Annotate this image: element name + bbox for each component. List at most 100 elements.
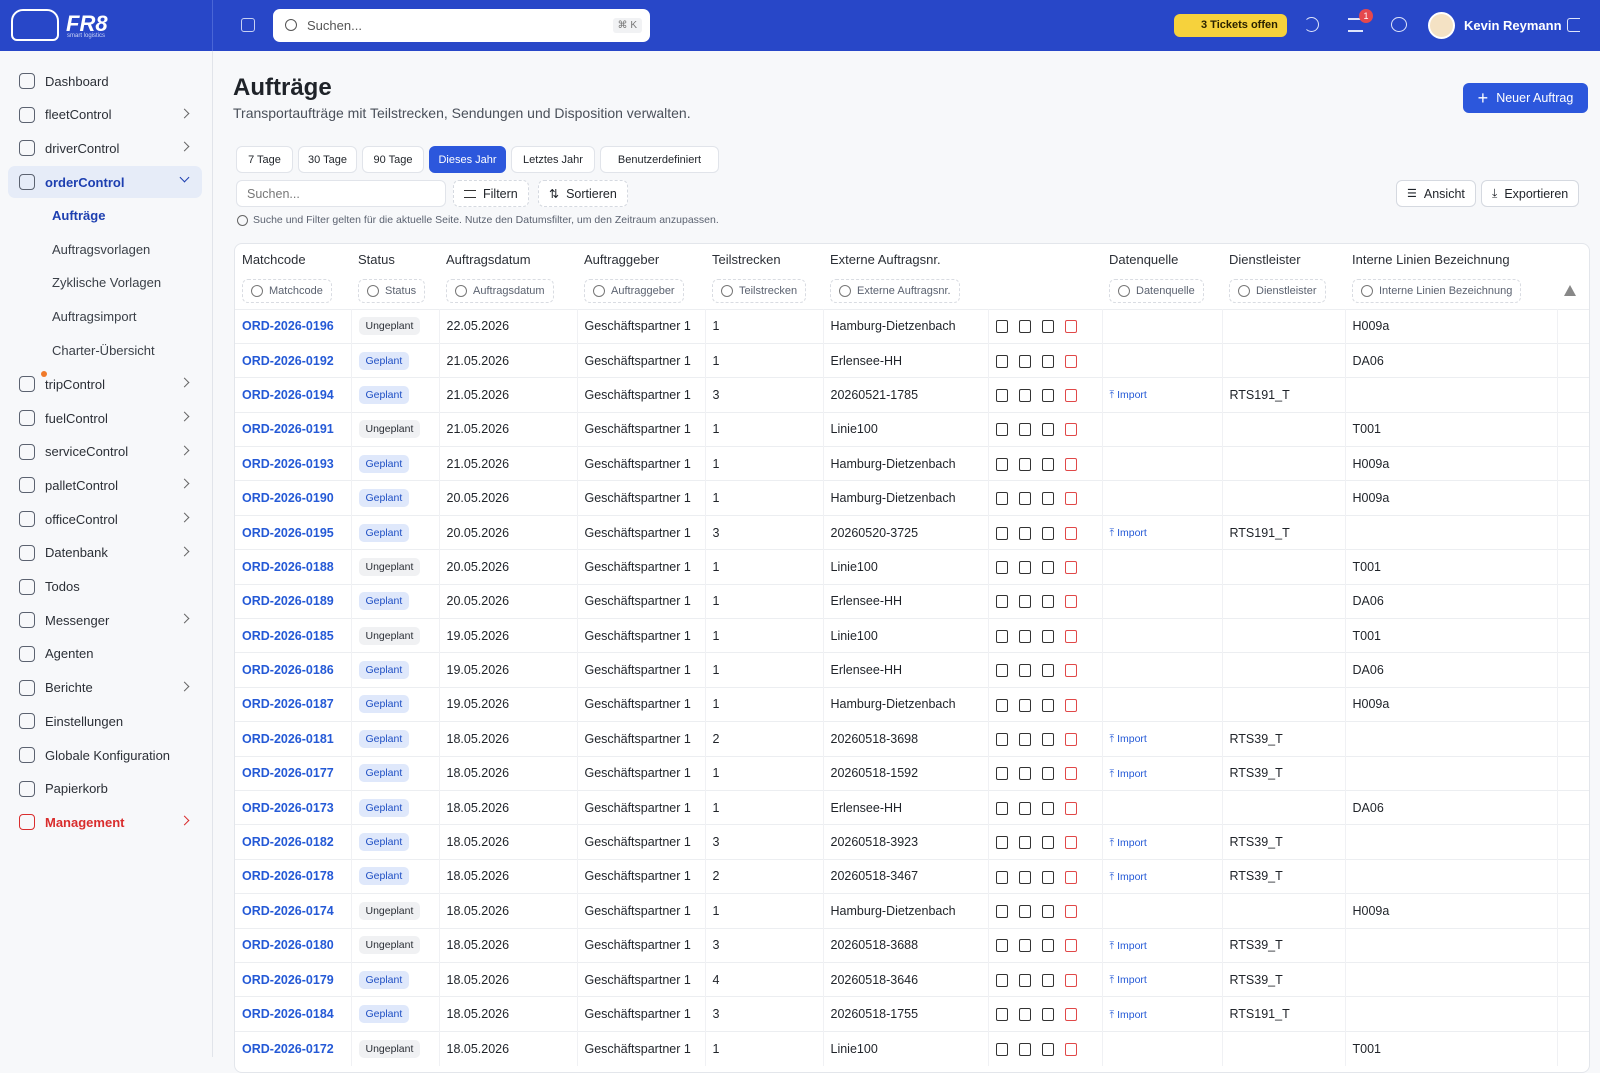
order-link[interactable]: ORD-2026-0192 [242,353,334,368]
nav-item[interactable]: Datenbank [8,537,202,569]
copy-action[interactable] [1018,939,1031,953]
nav-item[interactable]: Agenten [8,638,202,670]
nav-item[interactable]: Einstellungen [8,705,202,737]
document-action[interactable] [1041,664,1054,678]
delete-action[interactable] [1064,354,1077,368]
document-action[interactable] [1041,423,1054,437]
order-link[interactable]: ORD-2026-0173 [242,800,334,815]
subnav-item[interactable]: Auftragsvorlagen [52,241,151,257]
delete-action[interactable] [1064,320,1077,334]
order-link[interactable]: ORD-2026-0177 [242,766,334,781]
order-link[interactable]: ORD-2026-0185 [242,628,334,643]
document-action[interactable] [1041,801,1054,815]
edit-action[interactable] [995,629,1008,643]
nav-item[interactable]: Management [8,806,202,838]
copy-action[interactable] [1018,354,1031,368]
subnav-item[interactable]: Auftragsimport [52,308,137,324]
nav-item[interactable]: officeControl [8,503,202,535]
document-action[interactable] [1041,320,1054,334]
copy-action[interactable] [1018,423,1031,437]
date-range-button[interactable]: 30 Tage [298,146,357,173]
copy-action[interactable] [1018,870,1031,884]
column-filter[interactable]: Matchcode [242,279,332,304]
copy-action[interactable] [1018,698,1031,712]
edit-action[interactable] [995,492,1008,506]
document-action[interactable] [1041,939,1054,953]
copy-action[interactable] [1018,1008,1031,1022]
nav-item[interactable]: palletControl [8,469,202,501]
tasks-icon[interactable] [1348,18,1363,32]
document-action[interactable] [1041,629,1054,643]
edit-action[interactable] [995,767,1008,781]
export-button[interactable]: ⤓ Exportieren [1481,180,1580,207]
delete-action[interactable] [1064,561,1077,575]
copy-action[interactable] [1018,836,1031,850]
document-action[interactable] [1041,973,1054,987]
copy-action[interactable] [1018,561,1031,575]
delete-action[interactable] [1064,492,1077,506]
order-link[interactable]: ORD-2026-0188 [242,559,334,574]
delete-action[interactable] [1064,389,1077,403]
copy-action[interactable] [1018,904,1031,918]
edit-action[interactable] [995,801,1008,815]
delete-action[interactable] [1064,870,1077,884]
column-filter[interactable]: Dienstleister [1229,279,1326,304]
data-source[interactable]: Import [1117,870,1147,883]
logout[interactable] [1567,18,1580,32]
delete-action[interactable] [1064,664,1077,678]
delete-action[interactable] [1064,629,1077,643]
edit-action[interactable] [995,904,1008,918]
column-filter[interactable]: Auftraggeber [584,279,684,304]
delete-action[interactable] [1064,767,1077,781]
copy-action[interactable] [1018,801,1031,815]
subnav-item[interactable]: Charter-Übersicht [52,342,155,358]
delete-action[interactable] [1064,595,1077,609]
copy-action[interactable] [1018,526,1031,540]
document-action[interactable] [1041,1042,1054,1056]
order-link[interactable]: ORD-2026-0196 [242,319,334,334]
edit-action[interactable] [995,732,1008,746]
edit-action[interactable] [995,973,1008,987]
copy-action[interactable] [1018,457,1031,471]
date-range-button[interactable]: Benutzerdefiniert [600,146,719,173]
nav-item[interactable]: fleetControl [8,99,202,131]
data-source[interactable]: Import [1117,974,1147,987]
order-link[interactable]: ORD-2026-0194 [242,387,334,402]
order-link[interactable]: ORD-2026-0189 [242,594,334,609]
order-link[interactable]: ORD-2026-0191 [242,422,334,437]
order-link[interactable]: ORD-2026-0184 [242,1007,334,1021]
date-range-button[interactable]: Letztes Jahr [511,146,595,173]
subnav-item[interactable]: Aufträge [52,207,106,223]
order-link[interactable]: ORD-2026-0182 [242,835,334,850]
column-filter[interactable]: Auftragsdatum [446,279,554,304]
copy-action[interactable] [1018,320,1031,334]
copy-action[interactable] [1018,629,1031,643]
delete-action[interactable] [1064,698,1077,712]
document-action[interactable] [1041,595,1054,609]
edit-action[interactable] [995,354,1008,368]
delete-action[interactable] [1064,526,1077,540]
order-link[interactable]: ORD-2026-0180 [242,938,334,953]
order-link[interactable]: ORD-2026-0195 [242,525,334,540]
nav-item[interactable]: Todos [8,571,202,603]
column-filter[interactable]: Externe Auftragsnr. [830,279,960,304]
global-search[interactable]: Suchen... ⌘ K [273,9,650,42]
copy-action[interactable] [1018,1042,1031,1056]
document-action[interactable] [1041,492,1054,506]
copy-action[interactable] [1018,492,1031,506]
nav-item[interactable]: Messenger [8,604,202,636]
delete-action[interactable] [1064,801,1077,815]
tickets-badge[interactable]: 3 Tickets offen [1174,14,1287,37]
nav-item[interactable]: driverControl [8,132,202,164]
column-filter[interactable]: Status [358,279,426,304]
subnav-item[interactable]: Zyklische Vorlagen [52,275,162,291]
document-action[interactable] [1041,457,1054,471]
document-action[interactable] [1041,1008,1054,1022]
delete-action[interactable] [1064,732,1077,746]
edit-action[interactable] [995,561,1008,575]
view-button[interactable]: ☰ Ansicht [1396,180,1476,207]
document-action[interactable] [1041,904,1054,918]
nav-item[interactable]: tripControl [8,368,202,400]
data-source[interactable]: Import [1117,389,1147,402]
order-link[interactable]: ORD-2026-0193 [242,456,334,471]
